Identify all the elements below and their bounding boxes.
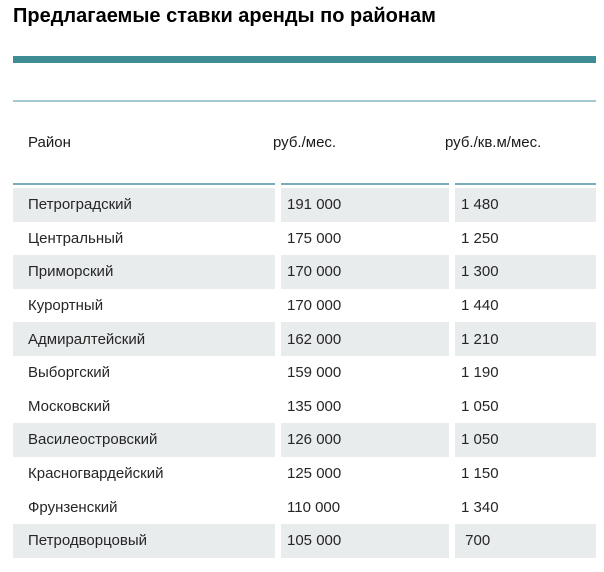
rate-per-sqm-cell: 1 150 (461, 465, 499, 483)
rate-per-month-cell: 126 000 (281, 423, 449, 457)
table-row: Петродворцовый 105 000 700 (13, 523, 596, 558)
rate-per-month-cell: 191 000 (281, 188, 449, 222)
table-row: Курортный 170 000 1 440 (13, 288, 596, 323)
column-gap (449, 389, 455, 424)
table-header: Район руб./мес. руб./кв.м/мес. (13, 133, 596, 153)
table-row: Московский 135 000 1 050 (13, 389, 596, 424)
column-gap (275, 523, 281, 558)
rate-per-month-cell: 159 000 (287, 364, 342, 382)
column-gap (275, 355, 281, 390)
rate-per-month-cell: 170 000 (287, 297, 342, 315)
district-cell: Фрунзенский (28, 498, 118, 516)
rate-per-sqm-cell: 1 440 (461, 297, 499, 315)
district-cell: Курортный (28, 297, 104, 315)
district-cell: Московский (28, 397, 111, 415)
header-underline-segment (455, 183, 596, 185)
column-gap (275, 490, 281, 524)
column-gap (275, 322, 281, 356)
rate-per-month-cell: 110 000 (287, 498, 341, 516)
column-gap (449, 423, 455, 457)
column-gap (275, 255, 281, 289)
rate-per-sqm-cell: 1 050 (461, 397, 499, 415)
rate-per-sqm-cell: 1 480 (455, 188, 596, 222)
column-gap (449, 322, 455, 356)
column-gap (449, 255, 455, 289)
table-row: Василеостровский 126 000 1 050 (13, 423, 596, 457)
table-row: Петроградский 191 000 1 480 (13, 188, 596, 222)
table-row: Фрунзенский 110 000 1 340 (13, 490, 596, 524)
column-header-rub-per-month: руб./мес. (273, 134, 337, 151)
rate-per-sqm-cell: 1 050 (455, 423, 596, 457)
accent-bar (13, 56, 596, 63)
column-gap (449, 490, 455, 524)
column-gap (275, 188, 281, 222)
column-gap (449, 355, 455, 390)
table-row: Адмиралтейский 162 000 1 210 (13, 322, 596, 356)
page-title: Предлагаемые ставки аренды по районам (13, 5, 436, 27)
header-underline (13, 183, 596, 185)
column-gap (275, 288, 281, 323)
rate-per-month-cell: 162 000 (281, 322, 449, 356)
rate-per-month-cell: 175 000 (287, 229, 342, 247)
district-cell: Приморский (13, 255, 275, 289)
district-cell: Петроградский (13, 188, 275, 222)
column-gap (449, 456, 455, 491)
column-gap (449, 188, 455, 222)
rate-per-month-cell: 105 000 (281, 523, 449, 558)
header-top-rule (13, 100, 596, 102)
rate-per-month-cell: 135 000 (287, 397, 342, 415)
column-header-rub-per-sqm-month: руб./кв.м/мес. (445, 134, 542, 151)
column-gap (449, 523, 455, 558)
header-underline-segment (13, 183, 275, 185)
table-body: Петроградский 191 000 1 480 Центральный 175 … (13, 188, 596, 558)
rate-per-sqm-cell: 1 340 (461, 498, 499, 516)
district-cell: Василеостровский (13, 423, 275, 457)
district-cell: Центральный (28, 229, 124, 247)
rate-per-sqm-cell: 1 210 (455, 322, 596, 356)
column-header-district: Район (28, 134, 71, 151)
rate-per-sqm-cell: 700 (455, 523, 596, 558)
column-gap (449, 221, 455, 256)
rate-per-month-cell: 170 000 (281, 255, 449, 289)
rate-per-month-cell: 125 000 (287, 465, 342, 483)
column-gap (275, 423, 281, 457)
table-row: Центральный 175 000 1 250 (13, 221, 596, 256)
column-gap (275, 389, 281, 424)
district-cell: Выборгский (28, 364, 111, 382)
rate-per-sqm-cell: 1 300 (455, 255, 596, 289)
column-gap (449, 288, 455, 323)
rate-per-sqm-cell: 1 190 (461, 364, 499, 382)
table-row: Красногвардейский 125 000 1 150 (13, 456, 596, 491)
table-row: Приморский 170 000 1 300 (13, 255, 596, 289)
table-row: Выборгский 159 000 1 190 (13, 355, 596, 390)
district-cell: Красногвардейский (28, 465, 164, 483)
column-gap (275, 221, 281, 256)
header-underline-segment (281, 183, 449, 185)
district-cell: Петродворцовый (13, 523, 275, 558)
column-gap (275, 456, 281, 491)
rate-per-sqm-cell: 1 250 (461, 229, 499, 247)
district-cell: Адмиралтейский (13, 322, 275, 356)
